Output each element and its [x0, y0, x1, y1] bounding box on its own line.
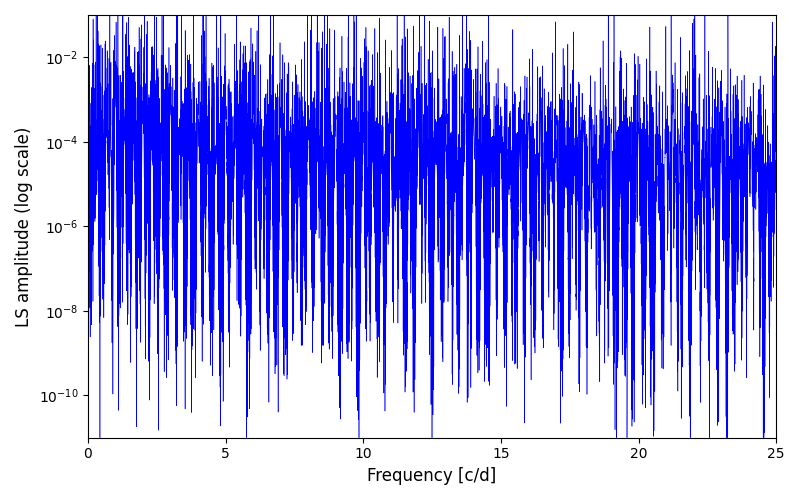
X-axis label: Frequency [c/d]: Frequency [c/d] — [367, 467, 497, 485]
Y-axis label: LS amplitude (log scale): LS amplitude (log scale) — [15, 126, 33, 326]
